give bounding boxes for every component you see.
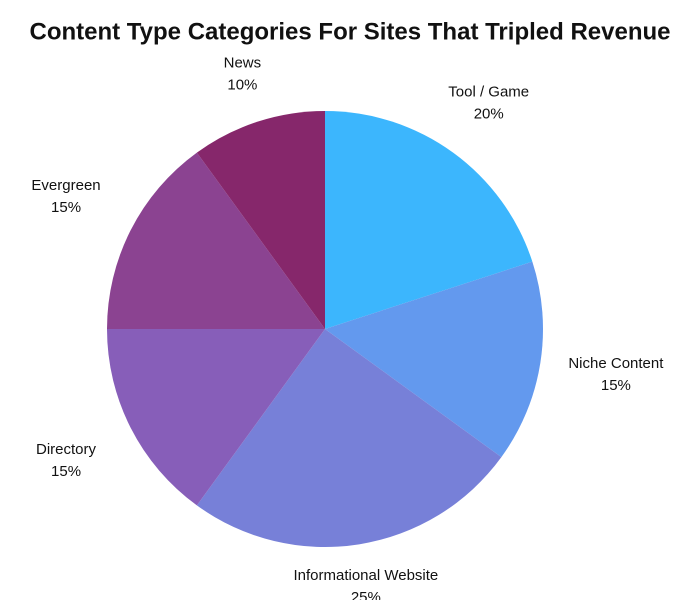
pie-slice [325,111,533,329]
slice-value-label: 15% [601,377,631,394]
slice-label: Tool / Game [448,84,529,101]
chart-title: Content Type Categories For Sites That T… [29,18,670,45]
slice-label: Evergreen [31,177,100,194]
slice-label: News [224,55,262,72]
pie-slice [196,111,325,329]
pie-slice [325,261,543,458]
pie-slice [106,329,325,506]
slice-label: Informational Website [293,567,438,584]
pie-slice [196,329,502,547]
pie-slice [107,152,325,329]
slice-value-label: 10% [227,77,257,94]
slice-label: Niche Content [568,355,664,372]
slice-value-label: 15% [51,463,81,480]
slice-value-label: 25% [351,589,381,600]
slice-value-label: 20% [474,106,504,123]
slice-value-label: 15% [51,199,81,216]
slice-label: Directory [36,441,97,458]
